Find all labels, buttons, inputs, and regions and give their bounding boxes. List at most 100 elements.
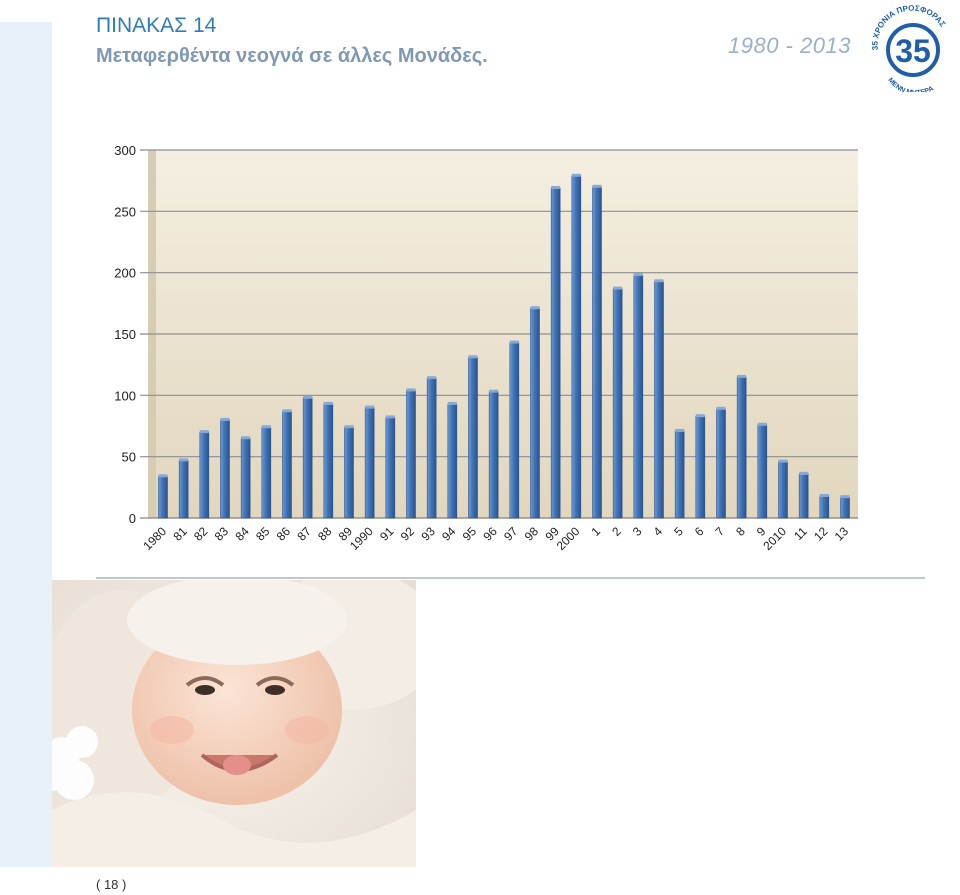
x-tick-label: 1980 <box>140 524 169 553</box>
x-tick-label: 2000 <box>554 524 583 553</box>
y-tick-label: 300 <box>114 143 136 158</box>
x-tick-label: 1990 <box>347 524 376 553</box>
bar <box>220 419 230 519</box>
bar-cap <box>365 405 375 409</box>
bar <box>261 426 272 519</box>
bar-cap <box>695 414 705 418</box>
y-tick-label: 100 <box>114 388 136 403</box>
bar <box>178 460 189 519</box>
bar-cap <box>551 186 561 190</box>
year-range: 1980 - 2013 <box>728 33 851 58</box>
x-tick-label: 95 <box>460 524 480 544</box>
bar-cap <box>344 425 354 429</box>
logo-number: 35 <box>895 33 931 69</box>
x-tick-label: 88 <box>315 524 335 544</box>
bar-cap <box>592 184 602 188</box>
x-tick-label: 11 <box>791 524 810 543</box>
x-tick-label: 97 <box>501 524 521 544</box>
bar-cap <box>530 306 540 310</box>
x-tick-label: 98 <box>522 524 542 544</box>
bar <box>406 390 416 519</box>
bar <box>282 410 292 519</box>
bar <box>716 408 726 519</box>
bar <box>426 377 437 519</box>
anniversary-logo: 35 ΧΡΟΝΙΑ ΠΡΟΣΦΟΡΑΣ 35 ΜΕΝΝ ΜΗΤΕΡΑ <box>871 4 948 92</box>
bar <box>695 415 706 519</box>
baby-photo <box>52 580 416 867</box>
x-tick-label: 87 <box>294 524 314 544</box>
bar <box>736 376 747 519</box>
bar <box>757 424 768 519</box>
table-title: ΠΙΝΑΚΑΣ 14 <box>96 14 217 37</box>
bar-cap <box>241 436 251 440</box>
x-tick-label: 94 <box>439 524 459 544</box>
bar-cap <box>406 388 416 392</box>
page-number: ( 18 ) <box>96 877 127 892</box>
y-tick-label: 250 <box>114 204 136 219</box>
x-tick-label: 82 <box>191 524 211 544</box>
x-tick-label: 91 <box>377 524 397 544</box>
bar-cap <box>737 374 747 378</box>
x-tick-label: 7 <box>712 524 727 539</box>
bar <box>385 417 396 519</box>
y-tick-label: 200 <box>114 266 136 281</box>
x-tick-label: 3 <box>630 524 645 539</box>
bar-cap <box>840 495 850 499</box>
bar <box>654 280 664 519</box>
x-tick-label: 4 <box>650 524 665 539</box>
bar-cap <box>427 376 437 380</box>
bar <box>158 475 168 519</box>
x-tick-label: 83 <box>212 524 232 544</box>
bar <box>550 187 561 519</box>
bar-cap <box>509 340 519 344</box>
bar <box>571 175 582 519</box>
x-tick-label: 81 <box>170 524 190 544</box>
x-tick-label: 6 <box>692 524 707 539</box>
bar-cap <box>261 425 271 429</box>
bar <box>447 403 458 519</box>
bar <box>612 288 623 519</box>
bar-cap <box>819 493 829 497</box>
x-tick-label: 1 <box>588 524 603 539</box>
bar <box>364 407 375 519</box>
bar <box>674 430 685 519</box>
bar <box>509 342 520 519</box>
bar-cap <box>199 430 209 434</box>
bar <box>323 403 334 519</box>
bar <box>778 461 788 519</box>
bar <box>819 495 830 519</box>
y-tick-label: 150 <box>114 327 136 342</box>
bar <box>488 391 499 519</box>
bar-cap <box>778 459 788 463</box>
bar <box>302 397 313 519</box>
x-tick-label: 13 <box>832 524 852 544</box>
x-tick-label: 93 <box>418 524 438 544</box>
table-subtitle: Μεταφερθέντα νεογνά σε άλλες Μονάδες. <box>96 45 488 67</box>
bar-cap <box>571 173 581 177</box>
bar-cap <box>303 395 313 399</box>
bar <box>840 496 850 519</box>
bar-cap <box>179 458 189 462</box>
left-decorative-strip <box>0 22 52 867</box>
bar-cap <box>716 406 726 410</box>
x-tick-label: 12 <box>811 524 831 544</box>
x-tick-label: 86 <box>274 524 294 544</box>
bar <box>199 431 210 519</box>
x-tick-label: 2010 <box>760 524 789 553</box>
section-divider <box>96 577 925 579</box>
bar-cap <box>220 417 230 421</box>
bar <box>798 473 809 519</box>
x-tick-label: 92 <box>398 524 418 544</box>
bar-cap <box>323 401 333 405</box>
bar-cap <box>613 286 623 290</box>
bar <box>344 426 354 519</box>
x-tick-label: 96 <box>480 524 500 544</box>
bar-cap <box>447 401 457 405</box>
bar <box>633 274 644 519</box>
bar <box>468 357 478 519</box>
bar-cap <box>489 389 499 393</box>
x-tick-label: 2 <box>609 524 624 539</box>
bar-cap <box>282 409 292 413</box>
bar <box>240 437 251 519</box>
